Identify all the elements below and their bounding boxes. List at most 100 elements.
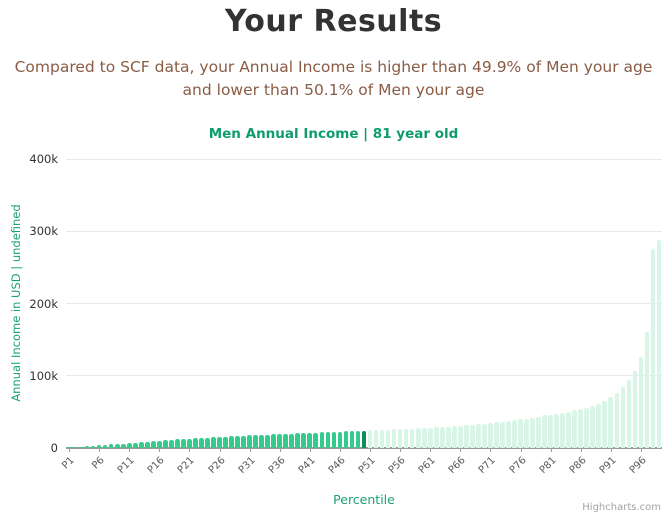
bar-P45[interactable] xyxy=(331,431,337,448)
bar-P21[interactable] xyxy=(187,438,192,448)
bar-P76[interactable] xyxy=(518,419,523,448)
bar-P53[interactable] xyxy=(379,429,385,448)
bar-P12[interactable] xyxy=(132,442,138,448)
bar-P95[interactable] xyxy=(632,370,638,448)
bar-P69[interactable] xyxy=(476,424,481,448)
bar-P15[interactable] xyxy=(150,441,156,448)
bar-P43[interactable] xyxy=(319,432,325,448)
bar-P91[interactable] xyxy=(608,397,614,448)
bar-P86[interactable] xyxy=(578,408,584,448)
bar-P33[interactable] xyxy=(259,434,264,448)
bar-P96[interactable] xyxy=(638,356,644,448)
bar-P26[interactable] xyxy=(217,436,222,448)
bar-P47[interactable] xyxy=(343,431,349,448)
bar-P24[interactable] xyxy=(205,437,210,448)
bar-P41[interactable] xyxy=(307,432,313,448)
bar-P36[interactable] xyxy=(277,434,283,448)
bar-P61[interactable] xyxy=(427,427,433,448)
bar-P72[interactable] xyxy=(494,422,499,448)
bar-P35[interactable] xyxy=(271,434,277,448)
bar-P66[interactable] xyxy=(457,425,463,448)
bar-P64[interactable] xyxy=(445,426,451,448)
bar-P39[interactable] xyxy=(295,433,301,448)
bar-P30[interactable] xyxy=(241,435,246,448)
bar-P84[interactable] xyxy=(566,411,572,448)
bar-P9[interactable] xyxy=(114,443,120,448)
bar-P87[interactable] xyxy=(584,407,590,448)
bar-P40[interactable] xyxy=(301,433,307,448)
bar-P14[interactable] xyxy=(144,441,150,448)
bar-P65[interactable] xyxy=(451,426,457,448)
bar-P52[interactable] xyxy=(373,430,379,448)
bar-P49[interactable] xyxy=(355,430,361,448)
bar-P5[interactable] xyxy=(90,445,96,448)
bar-P25[interactable] xyxy=(211,437,216,448)
bar-P77[interactable] xyxy=(524,418,529,448)
bar-P6[interactable] xyxy=(96,445,102,448)
bar-P32[interactable] xyxy=(253,435,258,448)
bar-P8[interactable] xyxy=(108,444,114,448)
bar-P97[interactable] xyxy=(644,332,650,448)
bar-P7[interactable] xyxy=(102,444,108,448)
bar-P70[interactable] xyxy=(482,423,487,448)
bar-P42[interactable] xyxy=(313,432,319,448)
bar-P78[interactable] xyxy=(530,417,535,448)
bar-P98[interactable] xyxy=(650,249,656,448)
bar-P68[interactable] xyxy=(470,424,475,448)
bar-P56[interactable] xyxy=(397,429,403,448)
bar-P51[interactable] xyxy=(367,430,373,448)
bar-P16[interactable] xyxy=(156,440,162,448)
bar-P1[interactable] xyxy=(66,447,72,448)
bar-P54[interactable] xyxy=(385,429,391,448)
bar-P92[interactable] xyxy=(614,393,620,448)
bar-P71[interactable] xyxy=(488,423,493,448)
bar-P82[interactable] xyxy=(554,413,559,448)
bar-P4[interactable] xyxy=(84,446,90,448)
bar-P74[interactable] xyxy=(506,420,511,448)
bar-P89[interactable] xyxy=(596,403,602,448)
bar-P31[interactable] xyxy=(247,435,252,448)
bar-P57[interactable] xyxy=(403,428,409,448)
bar-P38[interactable] xyxy=(289,433,295,448)
bar-P60[interactable] xyxy=(421,428,427,448)
bar-P93[interactable] xyxy=(620,387,626,448)
bar-P90[interactable] xyxy=(602,401,608,448)
bar-P44[interactable] xyxy=(325,432,331,448)
bar-P55[interactable] xyxy=(391,429,397,448)
bar-P99[interactable] xyxy=(656,239,662,448)
bar-P17[interactable] xyxy=(162,440,168,448)
bar-P80[interactable] xyxy=(542,415,547,448)
bar-P81[interactable] xyxy=(548,414,553,448)
bar-P94[interactable] xyxy=(626,380,632,448)
bar-P27[interactable] xyxy=(223,436,228,448)
bar-P3[interactable] xyxy=(78,446,84,448)
bar-P83[interactable] xyxy=(560,412,565,448)
bar-P59[interactable] xyxy=(415,428,421,448)
bar-P23[interactable] xyxy=(199,437,204,448)
bar-P62[interactable] xyxy=(433,427,439,448)
bar-P11[interactable] xyxy=(126,442,132,448)
bar-P67[interactable] xyxy=(463,425,469,448)
bar-P75[interactable] xyxy=(512,420,517,448)
bar-P19[interactable] xyxy=(175,439,180,448)
highcharts-credit[interactable]: Highcharts.com xyxy=(582,502,661,513)
bar-P29[interactable] xyxy=(235,436,240,448)
bar-P79[interactable] xyxy=(536,416,541,448)
bar-P63[interactable] xyxy=(439,427,445,448)
bar-P10[interactable] xyxy=(120,443,126,448)
bar-P37[interactable] xyxy=(283,433,289,448)
bar-P58[interactable] xyxy=(409,428,415,448)
bar-P73[interactable] xyxy=(500,421,505,448)
bar-P48[interactable] xyxy=(349,431,355,448)
bar-P50[interactable] xyxy=(361,430,367,448)
bar-P28[interactable] xyxy=(229,436,234,448)
bar-P2[interactable] xyxy=(72,447,78,448)
bar-P46[interactable] xyxy=(337,431,343,448)
bar-P18[interactable] xyxy=(169,439,174,448)
bar-P88[interactable] xyxy=(590,405,596,448)
bar-P13[interactable] xyxy=(138,442,144,448)
bar-P20[interactable] xyxy=(181,438,186,448)
bar-P85[interactable] xyxy=(572,410,578,448)
bar-P22[interactable] xyxy=(193,438,198,448)
bar-P34[interactable] xyxy=(265,434,271,448)
